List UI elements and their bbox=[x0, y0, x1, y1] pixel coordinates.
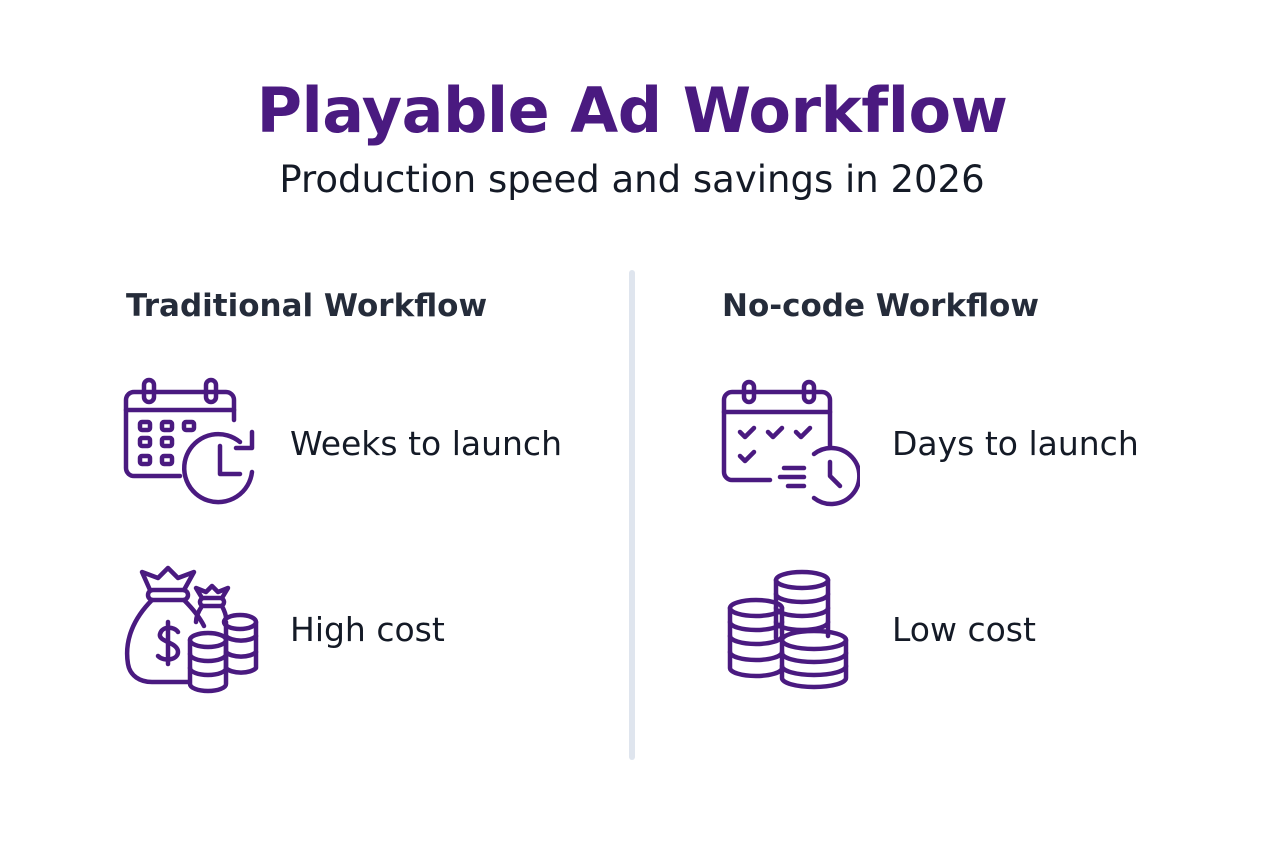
days-to-launch-label: Days to launch bbox=[892, 424, 1139, 463]
money-bags-icon bbox=[122, 564, 262, 696]
page-subtitle: Production speed and savings in 2026 bbox=[279, 158, 985, 201]
coin-stacks-icon bbox=[722, 566, 854, 694]
weeks-to-launch-label: Weeks to launch bbox=[290, 424, 562, 463]
traditional-workflow-heading: Traditional Workflow bbox=[126, 288, 488, 324]
calendar-check-fast-clock-icon bbox=[720, 376, 860, 512]
page-title: Playable Ad Workflow bbox=[256, 74, 1008, 147]
column-divider bbox=[629, 270, 635, 760]
high-cost-label: High cost bbox=[290, 610, 445, 649]
calendar-clock-icon bbox=[122, 376, 262, 512]
low-cost-label: Low cost bbox=[892, 610, 1036, 649]
no-code-workflow-heading: No-code Workflow bbox=[722, 288, 1039, 324]
